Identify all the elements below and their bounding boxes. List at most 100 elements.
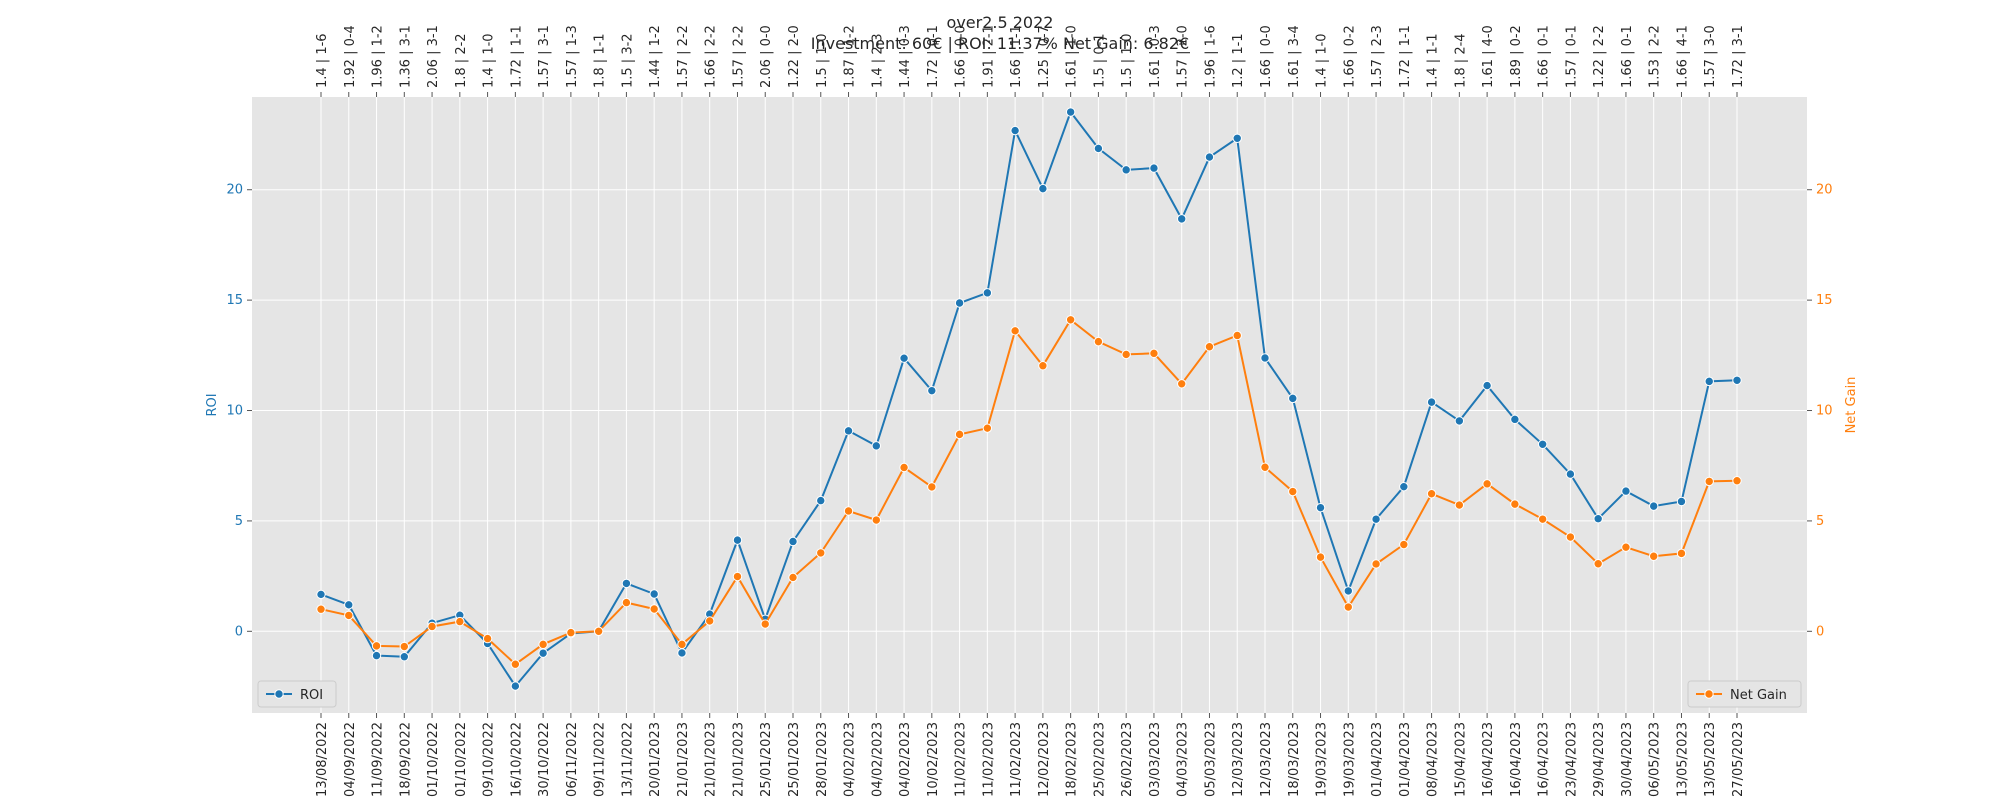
top-tick-label: 1.57 | 2-0 <box>1176 25 1191 88</box>
data-point <box>1038 183 1048 194</box>
y-axis-label: ROI <box>205 393 220 416</box>
data-point <box>954 429 965 440</box>
chart-subtitle: Investment: 60€ | ROI: 11.37% Net Gain: … <box>811 34 1189 53</box>
y-tick-label: 15 <box>226 293 243 308</box>
data-point <box>871 515 881 525</box>
y-tick-label: 10 <box>226 404 243 419</box>
top-tick-label: 1.66 | 0-1 <box>1537 25 1552 88</box>
data-point <box>1537 514 1548 524</box>
data-point <box>1732 375 1742 385</box>
x-tick-label: 01/10/2022 <box>426 722 441 797</box>
data-point <box>510 659 521 669</box>
series-line <box>320 318 1738 666</box>
x-tick-label: 29/04/2023 <box>1592 722 1607 797</box>
legend-net-gain: Net Gain <box>1687 680 1802 708</box>
legend-roi: ROI <box>257 680 337 708</box>
top-tick-label: 1.5 | 1-0 <box>1120 33 1135 88</box>
data-point <box>1537 439 1548 450</box>
data-point <box>1593 514 1603 524</box>
x-tick-label: 16/04/2023 <box>1509 722 1524 797</box>
data-point <box>649 604 659 614</box>
top-tick-label: 1.57 | 2-3 <box>1370 25 1385 88</box>
data-point <box>1288 486 1298 497</box>
data-point <box>1593 559 1603 569</box>
data-point <box>455 616 465 627</box>
x-tick-label: 21/01/2023 <box>704 722 719 797</box>
top-tick-label: 1.66 | 0-1 <box>1620 25 1635 88</box>
x-tick-label: 06/11/2022 <box>565 722 580 797</box>
plot-area <box>252 97 1807 713</box>
axes: 0 5 10 15 20 0 5 10 15 20 13/08/2022 1.4 | 1-6 04/09… <box>205 25 1859 797</box>
x-tick-label: 25/01/2023 <box>787 722 802 797</box>
data-point <box>677 648 687 658</box>
x-tick-label: 30/04/2023 <box>1620 722 1635 797</box>
data-point <box>316 604 326 614</box>
y2-tick-label: 20 <box>1816 183 1833 198</box>
top-tick-label: 1.4 | 1-6 <box>315 33 330 88</box>
data-point <box>1204 342 1215 352</box>
y2-tick-label: 0 <box>1816 624 1824 639</box>
x-tick-label: 11/09/2022 <box>371 722 386 797</box>
series-line <box>320 109 1738 688</box>
x-tick-label: 04/02/2023 <box>898 722 913 797</box>
data-point <box>1149 163 1159 173</box>
data-point <box>1010 125 1020 136</box>
x-tick-label: 18/09/2022 <box>398 722 413 797</box>
data-point <box>538 639 548 650</box>
x-tick-label: 25/02/2023 <box>1092 722 1107 797</box>
x-tick-label: 11/02/2023 <box>954 722 969 797</box>
data-point <box>566 627 576 638</box>
top-tick-label: 1.92 | 0-4 <box>343 25 358 88</box>
data-point <box>1177 379 1187 389</box>
data-point <box>843 506 854 516</box>
top-tick-label: 1.57 | 2-2 <box>676 25 691 88</box>
data-point <box>427 621 437 632</box>
y2-axis-label: Net Gain <box>1844 377 1859 434</box>
data-point <box>621 578 632 589</box>
x-tick-label: 09/10/2022 <box>482 722 497 797</box>
top-tick-label: 1.57 | 1-3 <box>565 25 580 88</box>
top-tick-label: 1.66 | 0-0 <box>1259 25 1274 88</box>
x-tick-label: 28/01/2023 <box>815 722 830 797</box>
data-point <box>1149 348 1159 359</box>
x-tick-label: 03/03/2023 <box>1148 722 1163 797</box>
x-tick-label: 05/03/2023 <box>1203 722 1218 797</box>
data-point <box>982 423 993 433</box>
top-tick-label: 1.66 | 2-2 <box>704 25 719 88</box>
x-tick-label: 18/03/2023 <box>1287 722 1302 797</box>
data-point <box>1676 496 1687 507</box>
data-point <box>677 639 687 650</box>
x-tick-label: 21/01/2023 <box>676 722 691 797</box>
top-tick-label: 1.4 | 2-3 <box>870 33 885 88</box>
data-point <box>1177 214 1187 224</box>
top-tick-label: 1.57 | 2-2 <box>731 25 746 88</box>
x-tick-label: 04/09/2022 <box>343 722 358 797</box>
x-tick-label: 16/10/2022 <box>509 722 524 797</box>
top-tick-label: 1.57 | 3-1 <box>537 25 552 88</box>
top-tick-label: 1.72 | 1-1 <box>1398 25 1413 88</box>
top-tick-label: 1.5 | 3-2 <box>620 33 635 88</box>
top-tick-label: 1.22 | 2-2 <box>1592 25 1607 88</box>
x-tick-label: 19/03/2023 <box>1315 722 1330 797</box>
data-point <box>371 650 382 661</box>
x-tick-label: 27/05/2023 <box>1731 722 1746 797</box>
x-tick-label: 01/10/2022 <box>454 722 469 797</box>
top-tick-label: 1.57 | 0-1 <box>1564 25 1579 88</box>
data-point <box>1704 376 1714 387</box>
x-tick-label: 13/05/2023 <box>1675 722 1690 797</box>
x-tick-label: 04/03/2023 <box>1176 722 1191 797</box>
y-tick-label: 0 <box>235 624 243 639</box>
top-tick-label: 1.4 | 1-1 <box>1426 33 1441 88</box>
top-tick-label: 1.2 | 1-1 <box>1231 33 1246 88</box>
top-tick-label: 1.96 | 1-2 <box>371 25 386 88</box>
top-tick-label: 1.5 | 1-0 <box>815 33 830 88</box>
x-tick-label: 13/05/2023 <box>1703 722 1718 797</box>
data-point <box>732 571 743 582</box>
data-point <box>538 648 548 658</box>
data-point <box>621 597 632 608</box>
x-tick-label: 19/03/2023 <box>1342 722 1357 797</box>
top-tick-label: 1.4 | 1-0 <box>482 33 497 88</box>
top-tick-label: 1.72 | 3-1 <box>1731 25 1746 88</box>
chart-title: over2.5 2022 <box>947 13 1054 32</box>
